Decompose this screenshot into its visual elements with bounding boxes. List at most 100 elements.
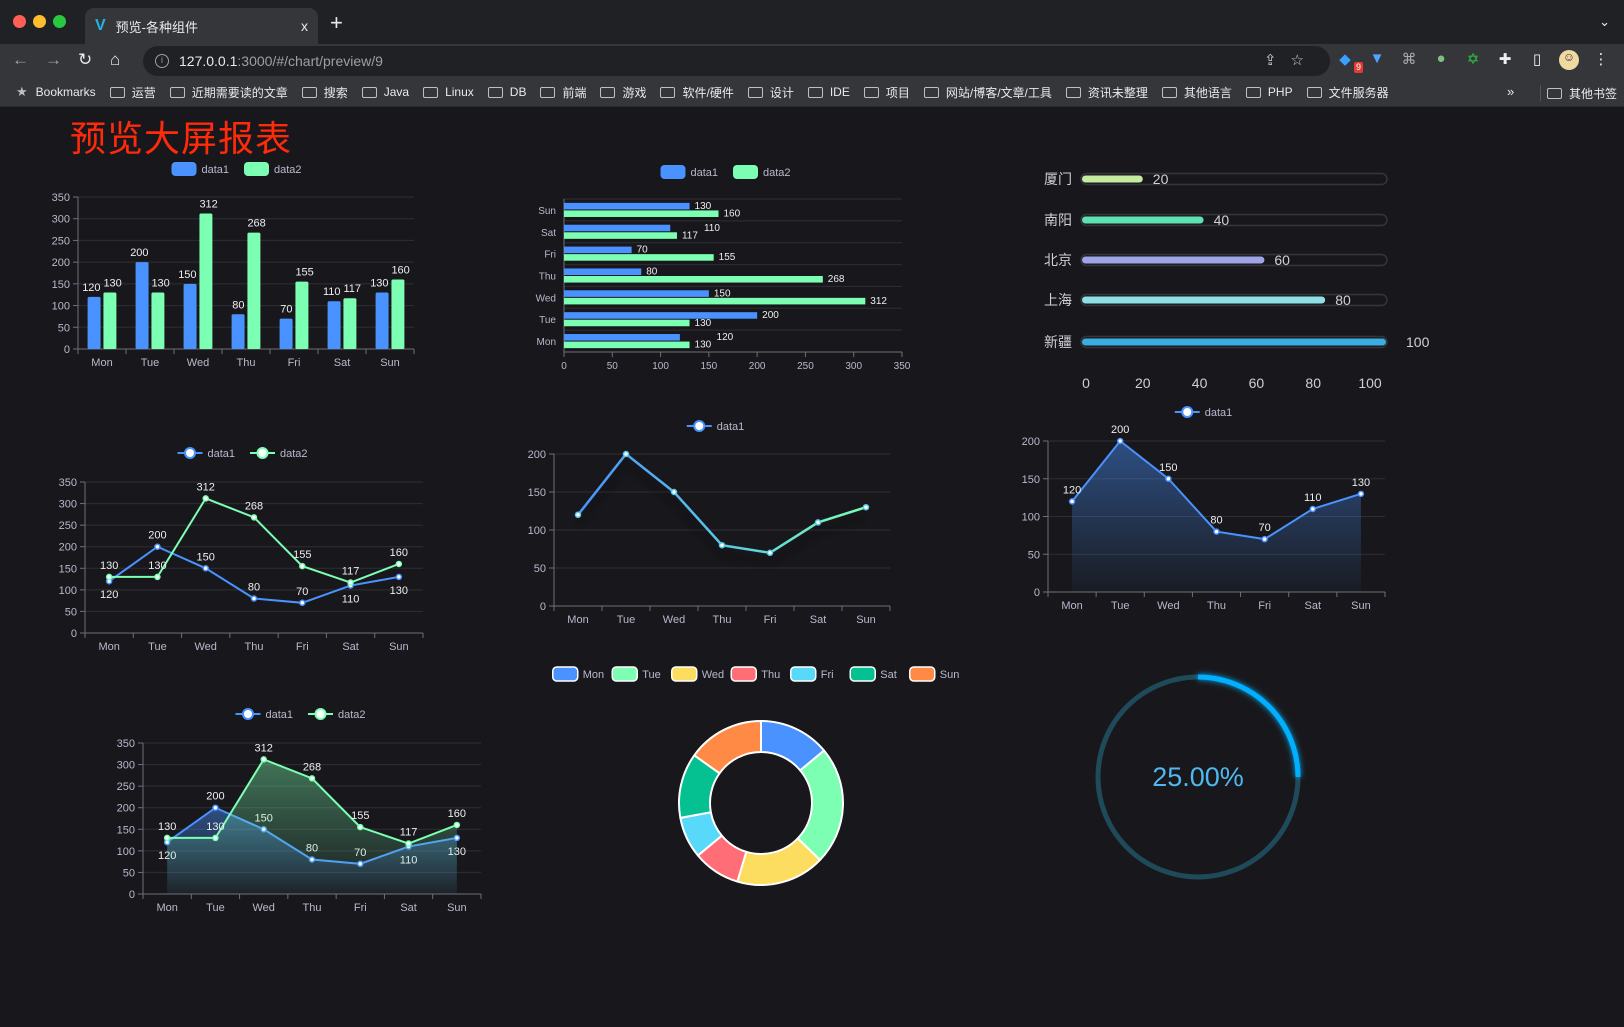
y-tick-label: Sun — [538, 206, 556, 217]
extension-icon[interactable]: ◆ 9 — [1339, 51, 1364, 73]
x-tick-label: Sat — [400, 902, 417, 914]
back-icon[interactable]: ← — [12, 50, 29, 69]
data-point — [250, 595, 258, 602]
legend-label: Wed — [702, 669, 724, 681]
bookmark-label: Java — [383, 85, 410, 99]
bookmark-folder[interactable]: 搜索 — [301, 84, 348, 101]
legend-item-data2: data2 — [308, 708, 366, 721]
bookmark-folder[interactable]: 其他语言 — [1161, 84, 1232, 101]
bookmark-folder[interactable]: 文件服务器 — [1306, 84, 1389, 101]
bookmark-folder[interactable]: Linux — [423, 84, 474, 101]
data-label: 130 — [103, 278, 121, 290]
legend-swatch-icon — [671, 666, 698, 682]
x-tick-label: Thu — [303, 902, 322, 914]
legend-label: data2 — [280, 448, 308, 460]
bookmark-folder[interactable]: 资讯未整理 — [1065, 84, 1148, 101]
new-tab-button[interactable]: + — [330, 10, 343, 35]
progress-value: 60 — [1274, 252, 1290, 268]
home-icon[interactable]: ⌂ — [110, 50, 121, 69]
donut-chart: Mon Tue Wed Thu Fri Sat Sun — [552, 666, 959, 886]
bookmark-folder[interactable]: 运营 — [109, 84, 156, 101]
folder-icon — [109, 86, 125, 98]
tab-close-button[interactable]: x — [301, 18, 308, 34]
more-bookmarks-button[interactable]: » — [1507, 84, 1515, 99]
puzzle-extensions-icon[interactable]: ✚ — [1498, 51, 1512, 68]
legend-label: Fri — [821, 669, 834, 681]
progress-label: 北京 — [1044, 252, 1072, 268]
bookmark-folder[interactable]: 游戏 — [600, 84, 646, 101]
data-point — [1309, 505, 1317, 513]
data-point — [670, 488, 678, 496]
bookmark-folder[interactable]: 近期需要读的文章 — [169, 84, 288, 101]
bar-data2 — [564, 254, 714, 261]
profile-avatar[interactable]: ☺ — [1559, 50, 1579, 70]
bookmark-folder[interactable]: 设计 — [747, 84, 794, 101]
legend-circle-icon — [256, 447, 269, 459]
y-tick-label: 150 — [59, 563, 77, 575]
bookmark-folder[interactable]: 网站/博客/文章/工具 — [923, 84, 1052, 101]
y-tick-label: 50 — [123, 867, 135, 879]
folder-icon — [1245, 86, 1261, 98]
area-chart: data1 0 50 100 150 200 Mon Tue Wed Thu Fri Sat Sun 12… — [1022, 406, 1386, 612]
bookmark-folder[interactable]: 项目 — [863, 84, 910, 101]
tab-title: 预览-各种组件 — [115, 19, 199, 35]
data-point — [1261, 535, 1268, 543]
star-extension-icon[interactable]: ✡ — [1466, 51, 1480, 68]
x-tick-label: Wed — [253, 902, 275, 914]
bar-data1 — [135, 262, 149, 349]
progress-label: 厦门 — [1044, 171, 1072, 187]
address-bar[interactable]: i 127.0.0.1:3000/#/chart/preview/9 ⇪☆ — [143, 46, 1330, 76]
progress-label: 上海 — [1044, 292, 1072, 308]
share-icon[interactable]: ⇪ — [1263, 52, 1291, 69]
data-point — [1357, 490, 1365, 498]
progress-track — [1080, 172, 1388, 186]
data-label: 120 — [100, 589, 118, 601]
legend-swatch-icon — [733, 165, 758, 179]
reload-icon[interactable]: ↻ — [78, 50, 93, 69]
bookmarks-button[interactable]: ★ Bookmarks — [16, 84, 96, 100]
bookmark-folder[interactable]: 软件/硬件 — [660, 84, 734, 101]
folder-icon — [361, 86, 377, 98]
command-extension-icon[interactable]: ⌘ — [1401, 51, 1417, 68]
forward-icon[interactable]: → — [45, 50, 62, 69]
legend-swatch-icon — [660, 165, 686, 179]
side-panel-icon[interactable]: ▯ — [1532, 51, 1542, 68]
y-tick-label: 50 — [1028, 549, 1040, 561]
data-label: 160 — [391, 265, 409, 277]
bar-data2 — [343, 298, 357, 349]
x-tick-label: Sun — [1351, 600, 1371, 612]
bookmark-folder[interactable]: PHP — [1245, 84, 1293, 101]
bookmark-star-icon[interactable]: ☆ — [1290, 52, 1318, 69]
progress-track — [1080, 213, 1388, 227]
bookmark-folder[interactable]: IDE — [807, 84, 850, 101]
browser-tab[interactable]: V 预览-各种组件 x — [85, 8, 318, 44]
data-point — [202, 495, 209, 502]
bookmark-folder[interactable]: DB — [487, 84, 526, 101]
menu-kebab-icon[interactable]: ⋮ — [1593, 51, 1609, 68]
ring-value-label: 25.00% — [1152, 762, 1244, 792]
data-label: 160 — [724, 208, 741, 219]
donut-slice-sun — [693, 720, 762, 775]
close-window-button[interactable] — [13, 15, 26, 28]
bar-data2 — [247, 232, 261, 349]
tab-search-button[interactable]: ⌄ — [1599, 14, 1610, 29]
progress-track — [1080, 293, 1388, 307]
bookmark-label: 近期需要读的文章 — [191, 85, 288, 100]
minimize-window-button[interactable] — [33, 15, 46, 28]
bookmarks-bar: ★ Bookmarks 运营 近期需要读的文章 搜索 Java Linux DB 前端 游戏 软件… — [0, 78, 1624, 107]
bookmark-folder[interactable]: 前端 — [540, 84, 586, 101]
bookmark-label: 前端 — [562, 85, 587, 100]
bar-data2 — [564, 210, 719, 217]
y-tick-label: 50 — [534, 563, 546, 575]
site-info-icon[interactable]: i — [155, 54, 169, 68]
data-label: 110 — [1304, 492, 1322, 504]
data-label: 200 — [130, 247, 148, 259]
other-bookmarks-folder[interactable]: 其他书签 — [1540, 85, 1617, 101]
circle-extension-icon[interactable]: ● — [1436, 50, 1446, 67]
maximize-window-button[interactable] — [53, 15, 66, 28]
progress-fill — [1082, 256, 1265, 264]
x-tick-label: 80 — [1305, 375, 1321, 391]
diamond-extension-icon[interactable]: ▼ — [1369, 50, 1385, 67]
x-tick-label: Tue — [141, 357, 160, 369]
bookmark-folder[interactable]: Java — [361, 84, 410, 101]
